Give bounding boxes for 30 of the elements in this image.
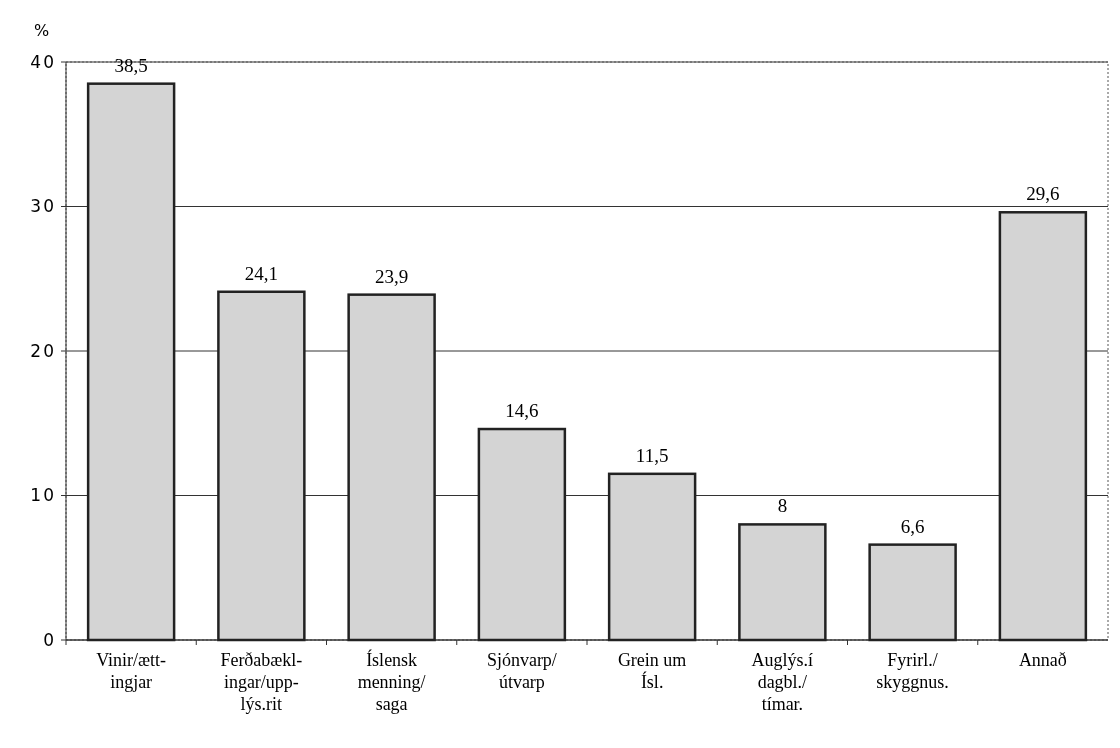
x-tick-label: Íslensk menning/ saga <box>357 649 426 714</box>
data-label: 38,5 <box>114 54 148 76</box>
bar <box>868 543 957 642</box>
data-label: 8 <box>777 495 788 517</box>
bar <box>217 290 306 642</box>
bar <box>86 82 176 642</box>
bar <box>607 472 697 642</box>
data-label: 6,6 <box>900 515 925 537</box>
y-tick-label: 40 <box>30 51 56 72</box>
y-tick-label: 0 <box>43 629 56 650</box>
bar <box>738 523 827 642</box>
x-tick-label: Fyrirl./ skyggnus. <box>876 650 949 692</box>
y-tick-label: 20 <box>30 340 56 361</box>
y-tick-label: 30 <box>30 196 56 217</box>
data-label: 23,9 <box>375 265 409 287</box>
y-axis-title: % <box>34 21 50 40</box>
bar <box>998 211 1088 642</box>
data-label: 29,6 <box>1026 183 1060 205</box>
x-tick-label: Vinir/ætt- ingjar <box>96 650 167 692</box>
data-label: 14,6 <box>505 400 539 422</box>
y-tick-label: 10 <box>30 485 56 506</box>
x-tick-label: Auglýs.í dagbl./ tímar. <box>751 650 814 714</box>
x-tick-label: Sjónvarp/ útvarp <box>486 650 557 692</box>
x-tick-label: Ferðabækl- ingar/upp- lýs.rit <box>220 650 303 714</box>
data-label: 24,1 <box>244 262 278 284</box>
bar <box>347 293 436 642</box>
x-tick-label: Annað <box>1018 650 1067 670</box>
x-tick-label: Grein um Ísl. <box>617 650 687 692</box>
bar <box>477 427 567 642</box>
data-label: 11,5 <box>635 444 669 466</box>
